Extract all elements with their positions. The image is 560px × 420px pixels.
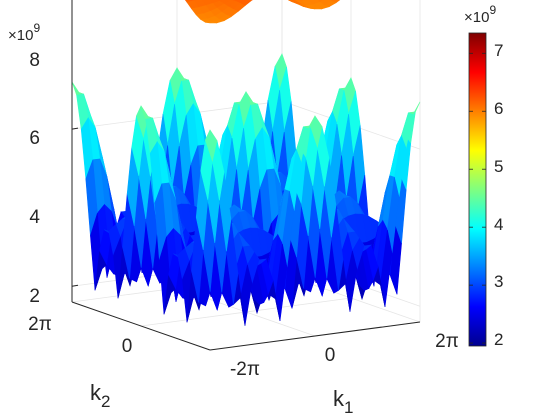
colorbar xyxy=(468,32,487,347)
x-axis-line xyxy=(209,321,421,351)
z-tick-label: 2 xyxy=(29,286,40,307)
colorbar-tick-label: 2 xyxy=(494,330,503,349)
x-axis-label: k1 xyxy=(333,386,353,417)
z-exponent-label: ×109 xyxy=(8,21,40,44)
surface-patch xyxy=(71,81,84,96)
axes-frame xyxy=(71,0,421,351)
surface-patch xyxy=(290,0,302,5)
surface-patch xyxy=(205,129,218,163)
z-tick-label: 6 xyxy=(29,128,40,149)
x-tick-label: 2π xyxy=(435,331,459,352)
z-tick-label: 4 xyxy=(29,207,40,228)
y-axis-line xyxy=(71,301,211,351)
z-tick xyxy=(71,284,79,287)
surface-bands xyxy=(71,0,421,326)
colorbar-tick-label: 3 xyxy=(494,272,503,291)
y-tick-label: 2π xyxy=(28,314,52,335)
colorbar-tick-label: 4 xyxy=(494,215,503,234)
band-surface-2 xyxy=(184,0,341,24)
surface-patch xyxy=(205,21,218,24)
surface-patch xyxy=(408,101,421,115)
x-tick-label: 0 xyxy=(325,345,336,366)
z-tick xyxy=(71,127,79,130)
y-axis-label: k2 xyxy=(90,380,110,411)
x-tick-label: -2π xyxy=(230,359,260,380)
z-tick-label: 8 xyxy=(29,50,40,71)
colorbar-tick-label: 7 xyxy=(494,41,503,60)
band-surface-1 xyxy=(71,53,421,326)
colorbar-tick-label: 5 xyxy=(494,157,503,176)
colorbar-tick-label: 6 xyxy=(494,99,503,118)
y-tick-label: 0 xyxy=(122,336,133,357)
colorbar-exponent-label: ×109 xyxy=(464,3,496,26)
colorbar-ticks xyxy=(469,52,486,344)
